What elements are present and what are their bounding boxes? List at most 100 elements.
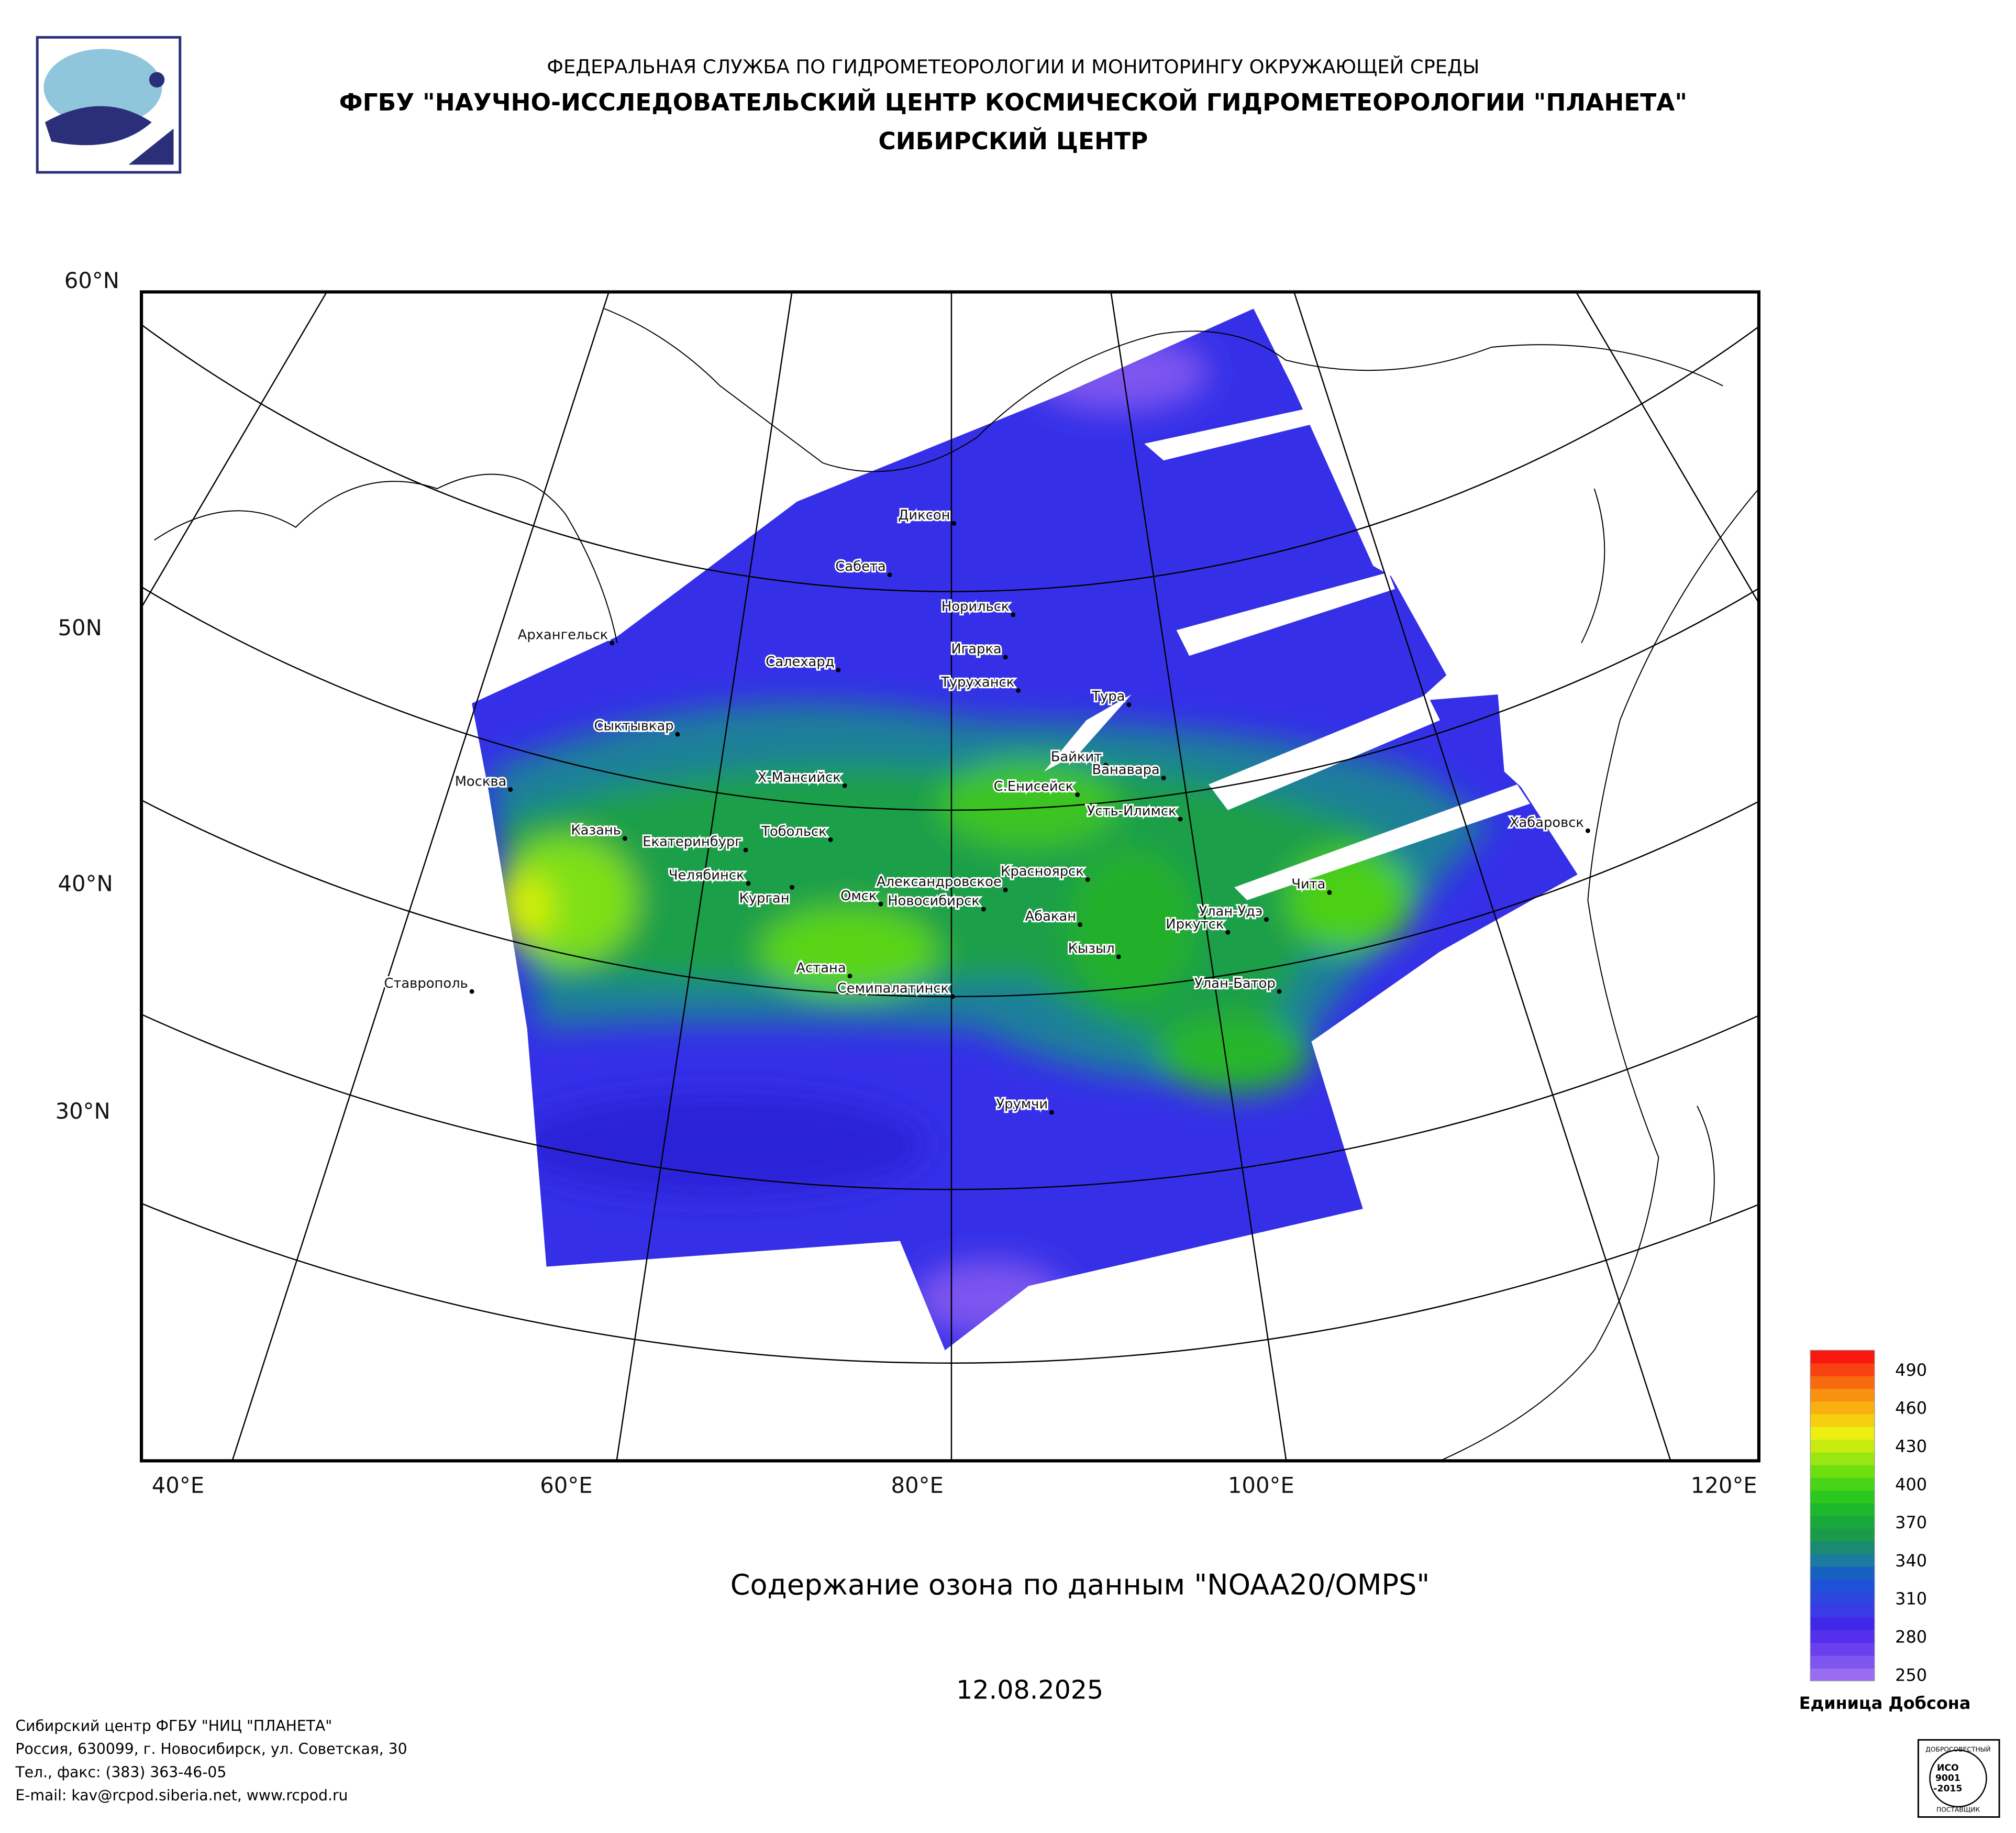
city-dot	[1116, 954, 1121, 959]
colorbar-frame	[1810, 1350, 1875, 1681]
city-dot	[1016, 688, 1021, 693]
city-label: Урумчи	[996, 1097, 1048, 1112]
colorbar-band	[1810, 1579, 1875, 1593]
city-label: Семипалатинск	[837, 981, 949, 997]
colorbar-band	[1810, 1439, 1875, 1453]
city-label: Сабета	[835, 559, 885, 575]
colorbar-tick-label: 370	[1895, 1512, 1927, 1532]
city-label: Игарка	[951, 641, 1001, 657]
colorbar-band	[1810, 1490, 1875, 1504]
city-label: Новосибирск	[888, 893, 980, 909]
lon-label: 100°E	[1228, 1473, 1294, 1498]
city-dot	[610, 641, 615, 646]
city-label: Байкит	[1051, 749, 1102, 765]
footer-line: Тел., факс: (383) 363-46-05	[15, 1763, 226, 1781]
city-label: Хабаровск	[1510, 815, 1584, 831]
colorbar-tick-label: 340	[1895, 1551, 1927, 1571]
colorbar-band	[1810, 1503, 1875, 1516]
city-label: Курган	[739, 891, 790, 907]
colorbar-band	[1810, 1515, 1875, 1529]
city-label: Кызыл	[1068, 941, 1115, 956]
swath-gaps	[1044, 408, 1530, 900]
city-dot	[1225, 930, 1231, 935]
city-dot	[790, 885, 794, 890]
city-label: Усть-Илимск	[1087, 803, 1177, 819]
colorbar-band	[1810, 1414, 1875, 1427]
lat-label: 30°N	[56, 1098, 110, 1124]
city-label: Норильск	[941, 599, 1010, 614]
city-label: Чита	[1291, 877, 1325, 892]
institute: ФГБУ "НАУЧНО-ИССЛЕДОВАТЕЛЬСКИЙ ЦЕНТР КОС…	[339, 88, 1687, 116]
footer-line: Сибирский центр ФГБУ "НИЦ "ПЛАНЕТА"	[15, 1717, 332, 1735]
colorbar-band	[1810, 1452, 1875, 1465]
city-label: Иркутск	[1166, 916, 1224, 932]
city-dot	[1585, 828, 1590, 833]
colorbar-band	[1810, 1566, 1875, 1580]
colorbar-band	[1810, 1401, 1875, 1415]
colorbar-band	[1810, 1477, 1875, 1491]
coastlines	[154, 308, 1759, 1461]
city-dot	[1126, 702, 1132, 708]
logo	[36, 36, 182, 174]
colorbar-tick-label: 280	[1895, 1627, 1927, 1647]
colorbar-tick-label: 310	[1895, 1589, 1927, 1609]
city-label: Екатеринбург	[643, 834, 741, 850]
colorbar-band	[1810, 1388, 1875, 1402]
city-dot	[675, 732, 680, 737]
city-label: С.Енисейск	[994, 779, 1074, 794]
city-dot	[1178, 816, 1183, 822]
city-label: Салехард	[766, 654, 834, 670]
city-label: Челябинск	[669, 868, 745, 884]
city-label: Улан-Удэ	[1199, 903, 1262, 919]
city-dot	[1011, 612, 1016, 617]
colorbar-band	[1810, 1604, 1875, 1618]
colorbar-tick-label: 400	[1895, 1474, 1927, 1494]
city-dot	[469, 989, 474, 994]
badge: ДОБРОСОВЕСТНЫЙ ИСО 9001 -2015 ПОСТАВЩИК	[1917, 1739, 2000, 1818]
badge-text: ДОБРОСОВЕСТНЫЙ	[1925, 1745, 1990, 1753]
city-dot	[836, 667, 841, 672]
colorbar-tick-label: 460	[1895, 1398, 1927, 1418]
colorbar-band	[1810, 1350, 1875, 1364]
city-label: Астана	[796, 960, 846, 976]
badge-text: ИСО	[1937, 1763, 1959, 1773]
lon-label: 40°E	[152, 1473, 204, 1498]
city-dot	[981, 907, 986, 912]
colorbar-band	[1810, 1553, 1875, 1567]
city-label: Диксон	[898, 507, 950, 523]
colorbar-band	[1810, 1375, 1875, 1389]
city-label: Ставрополь	[384, 976, 468, 991]
city-label: Омск	[840, 888, 877, 904]
lat-label: 40°N	[58, 871, 113, 897]
lon-label: 80°E	[891, 1473, 944, 1498]
lon-label: 60°E	[540, 1473, 592, 1498]
city-dot	[1103, 763, 1109, 768]
colorbar-band	[1810, 1592, 1875, 1605]
city-dot	[508, 787, 513, 792]
city-dot	[1075, 792, 1080, 797]
city-label: Тура	[1091, 689, 1125, 704]
city-dot	[1003, 655, 1008, 660]
agency: ФЕДЕРАЛЬНАЯ СЛУЖБА ПО ГИДРОМЕТЕОРОЛОГИИ …	[547, 55, 1479, 78]
colorbar-band	[1810, 1426, 1875, 1440]
city-dot	[828, 837, 833, 842]
colorbar-band	[1810, 1363, 1875, 1376]
city-label: Москва	[455, 774, 507, 789]
city-label: Ванавара	[1092, 762, 1160, 778]
lon-label: 120°E	[1691, 1473, 1757, 1498]
city-dot	[842, 783, 847, 788]
colorbar-tick-label: 250	[1895, 1665, 1927, 1685]
city-dot	[887, 572, 892, 578]
city-dot	[1327, 890, 1332, 895]
colorbar-band	[1810, 1630, 1875, 1643]
city-dot	[1161, 776, 1166, 780]
city-dot	[878, 901, 883, 907]
city-label: Сыктывкар	[594, 719, 673, 734]
badge-text: ПОСТАВЩИК	[1936, 1806, 1980, 1814]
lat-label: 50N	[58, 615, 102, 641]
city-label: Туруханск	[940, 675, 1014, 690]
colorbar-band	[1810, 1528, 1875, 1542]
city-dot	[1003, 887, 1008, 892]
badge-text: -2015	[1933, 1783, 1962, 1794]
city-dot	[1085, 877, 1090, 882]
